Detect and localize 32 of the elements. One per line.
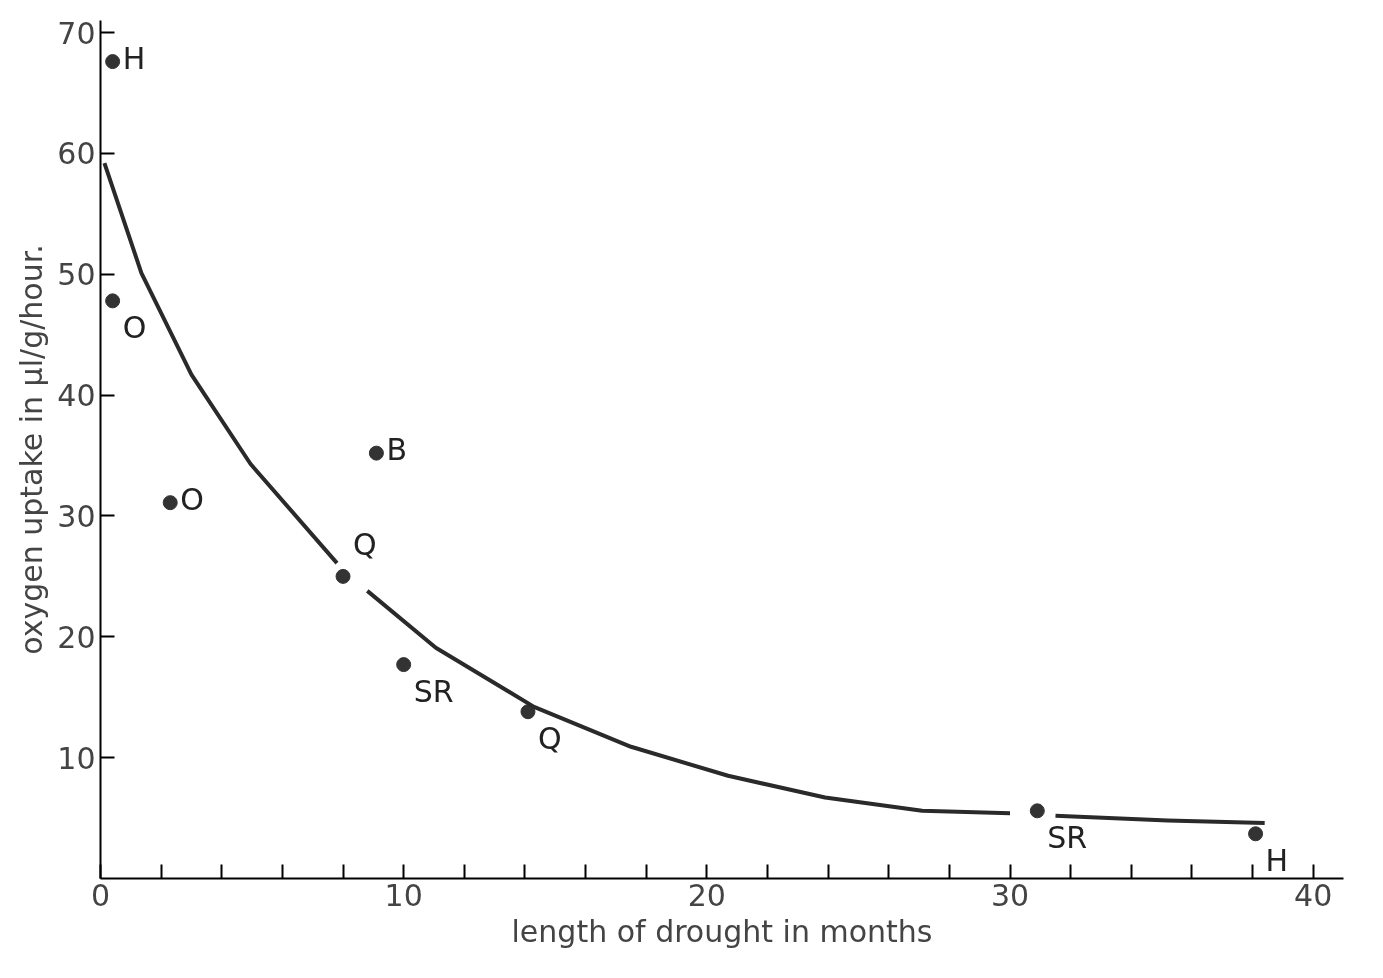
- point: [520, 704, 536, 720]
- x-tick-label: 0: [90, 877, 111, 913]
- point: [1248, 826, 1264, 842]
- annotation: O: [122, 309, 147, 345]
- annotation: H: [1265, 842, 1289, 878]
- annotation: Q: [537, 720, 562, 756]
- point: [335, 568, 351, 584]
- x-tick-label: 10: [384, 877, 423, 913]
- annotation: O: [180, 481, 204, 517]
- y-tick-label: 60: [57, 136, 96, 172]
- point: [105, 293, 121, 309]
- y-tick-label: 70: [57, 15, 96, 51]
- x-tick-label: 30: [990, 877, 1030, 913]
- y-tick-label: 20: [57, 619, 96, 655]
- point: [105, 54, 121, 70]
- y-axis-title: oxygen uptake in µl/g/hour.: [14, 244, 50, 655]
- x-tick-label: 40: [1294, 877, 1333, 913]
- point: [368, 445, 384, 461]
- point: [1029, 803, 1045, 819]
- y-tick-label: 10: [57, 740, 96, 776]
- x-tick-label: 20: [687, 877, 726, 913]
- annotation: SR: [413, 673, 454, 709]
- point: [162, 495, 178, 511]
- annotation: H: [122, 40, 146, 76]
- point: [396, 657, 412, 673]
- y-tick-label: 50: [57, 257, 96, 293]
- y-tick-label: 30: [57, 498, 96, 534]
- annotation: SR: [1047, 819, 1088, 855]
- annotation: B: [386, 432, 407, 468]
- annotation: Q: [353, 527, 377, 563]
- y-tick-label: 40: [57, 378, 96, 414]
- x-axis-title: length of drought in months: [511, 913, 933, 949]
